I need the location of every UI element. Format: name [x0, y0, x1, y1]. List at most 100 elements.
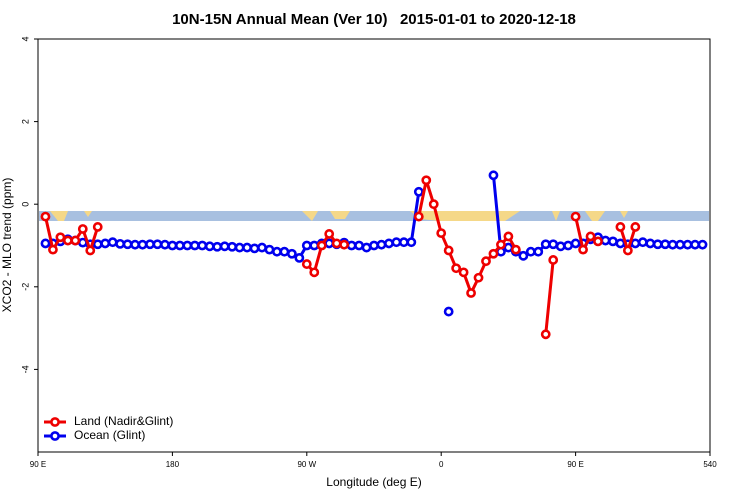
- data-point: [451, 263, 462, 274]
- data-point: [160, 239, 170, 250]
- data-point: [174, 240, 185, 251]
- data-point: [443, 245, 454, 256]
- data-point: [585, 231, 596, 242]
- x-tick-label: 540: [703, 460, 717, 469]
- data-point: [540, 239, 551, 250]
- data-point: [667, 239, 678, 250]
- data-point: [361, 242, 372, 253]
- legend-label: Ocean (Glint): [74, 428, 145, 442]
- data-point: [294, 252, 305, 263]
- y-tick-label: -2: [20, 283, 30, 291]
- data-point: [376, 239, 387, 250]
- data-point: [55, 232, 66, 243]
- data-point: [458, 267, 469, 278]
- data-point: [324, 238, 335, 249]
- data-point: [92, 239, 103, 250]
- series-line: [44, 179, 637, 335]
- x-tick-label: 90 E: [567, 460, 583, 469]
- data-point: [85, 245, 96, 256]
- data-point: [219, 241, 230, 252]
- data-point: [548, 239, 559, 250]
- data-point: [615, 222, 626, 232]
- data-point: [249, 243, 260, 254]
- data-point: [384, 238, 394, 249]
- land-mask: [39, 211, 709, 221]
- data-point: [533, 246, 544, 257]
- data-point: [615, 238, 626, 249]
- data-point: [182, 240, 193, 251]
- data-point: [115, 238, 126, 249]
- data-point: [204, 241, 215, 252]
- data-point: [62, 235, 73, 246]
- data-point: [481, 256, 491, 267]
- data-point: [690, 239, 700, 250]
- data-point: [152, 239, 163, 250]
- plot-frame: [37, 38, 711, 453]
- data-point: [122, 239, 133, 250]
- data-point: [600, 235, 611, 246]
- data-point: [488, 170, 499, 181]
- data-point: [496, 239, 506, 250]
- data-point: [279, 246, 290, 257]
- data-point: [406, 237, 417, 248]
- data-point: [130, 239, 140, 250]
- data-point: [540, 329, 551, 340]
- data-point: [593, 236, 603, 247]
- data-point: [227, 241, 238, 252]
- data-point: [466, 288, 476, 298]
- data-point: [316, 240, 327, 251]
- data-point: [301, 259, 312, 269]
- data-point: [675, 239, 686, 250]
- data-point: [391, 237, 402, 248]
- data-point: [570, 211, 581, 222]
- data-point: [167, 240, 178, 251]
- data-point: [608, 236, 618, 247]
- data-point: [324, 229, 335, 239]
- data-point: [40, 211, 51, 222]
- x-tick-label: 90 W: [297, 460, 316, 469]
- x-axis-label: Longitude (deg E): [326, 475, 421, 489]
- data-point: [525, 246, 536, 257]
- data-point: [331, 238, 342, 249]
- data-point: [488, 248, 499, 259]
- data-point: [398, 237, 409, 248]
- data-point: [145, 239, 155, 250]
- legend-marker: [50, 431, 60, 441]
- data-point: [369, 240, 379, 251]
- data-point: [630, 222, 641, 232]
- data-point: [92, 222, 103, 232]
- legend-marker: [50, 417, 60, 427]
- data-point: [346, 240, 357, 251]
- data-point: [637, 237, 648, 248]
- data-point: [563, 240, 574, 251]
- legend-label: Land (Nadir&Glint): [74, 414, 173, 428]
- data-point: [697, 239, 708, 250]
- y-tick-label: 2: [20, 119, 30, 124]
- data-point: [309, 240, 320, 251]
- data-point: [309, 267, 320, 278]
- data-point: [428, 199, 439, 210]
- data-point: [510, 244, 521, 255]
- data-point: [622, 245, 633, 256]
- data-point: [503, 242, 514, 253]
- data-point: [652, 239, 663, 250]
- data-point: [413, 211, 424, 222]
- data-point: [242, 242, 252, 253]
- x-tick-label: 180: [166, 460, 180, 469]
- y-tick-label: -4: [20, 365, 30, 373]
- data-point: [682, 239, 693, 250]
- data-point: [137, 239, 148, 250]
- y-tick-label: 4: [20, 36, 30, 41]
- data-point: [339, 239, 350, 250]
- data-point: [570, 238, 581, 249]
- data-point: [555, 241, 566, 252]
- data-point: [645, 238, 656, 249]
- data-point: [234, 242, 245, 253]
- chart-title: 10N-15N Annual Mean (Ver 10) 2015-01-01 …: [172, 11, 576, 28]
- data-point: [473, 272, 484, 283]
- data-point: [301, 240, 312, 251]
- x-tick-label: 90 E: [30, 460, 46, 469]
- data-point: [77, 224, 88, 234]
- y-tick-label: 0: [20, 202, 30, 207]
